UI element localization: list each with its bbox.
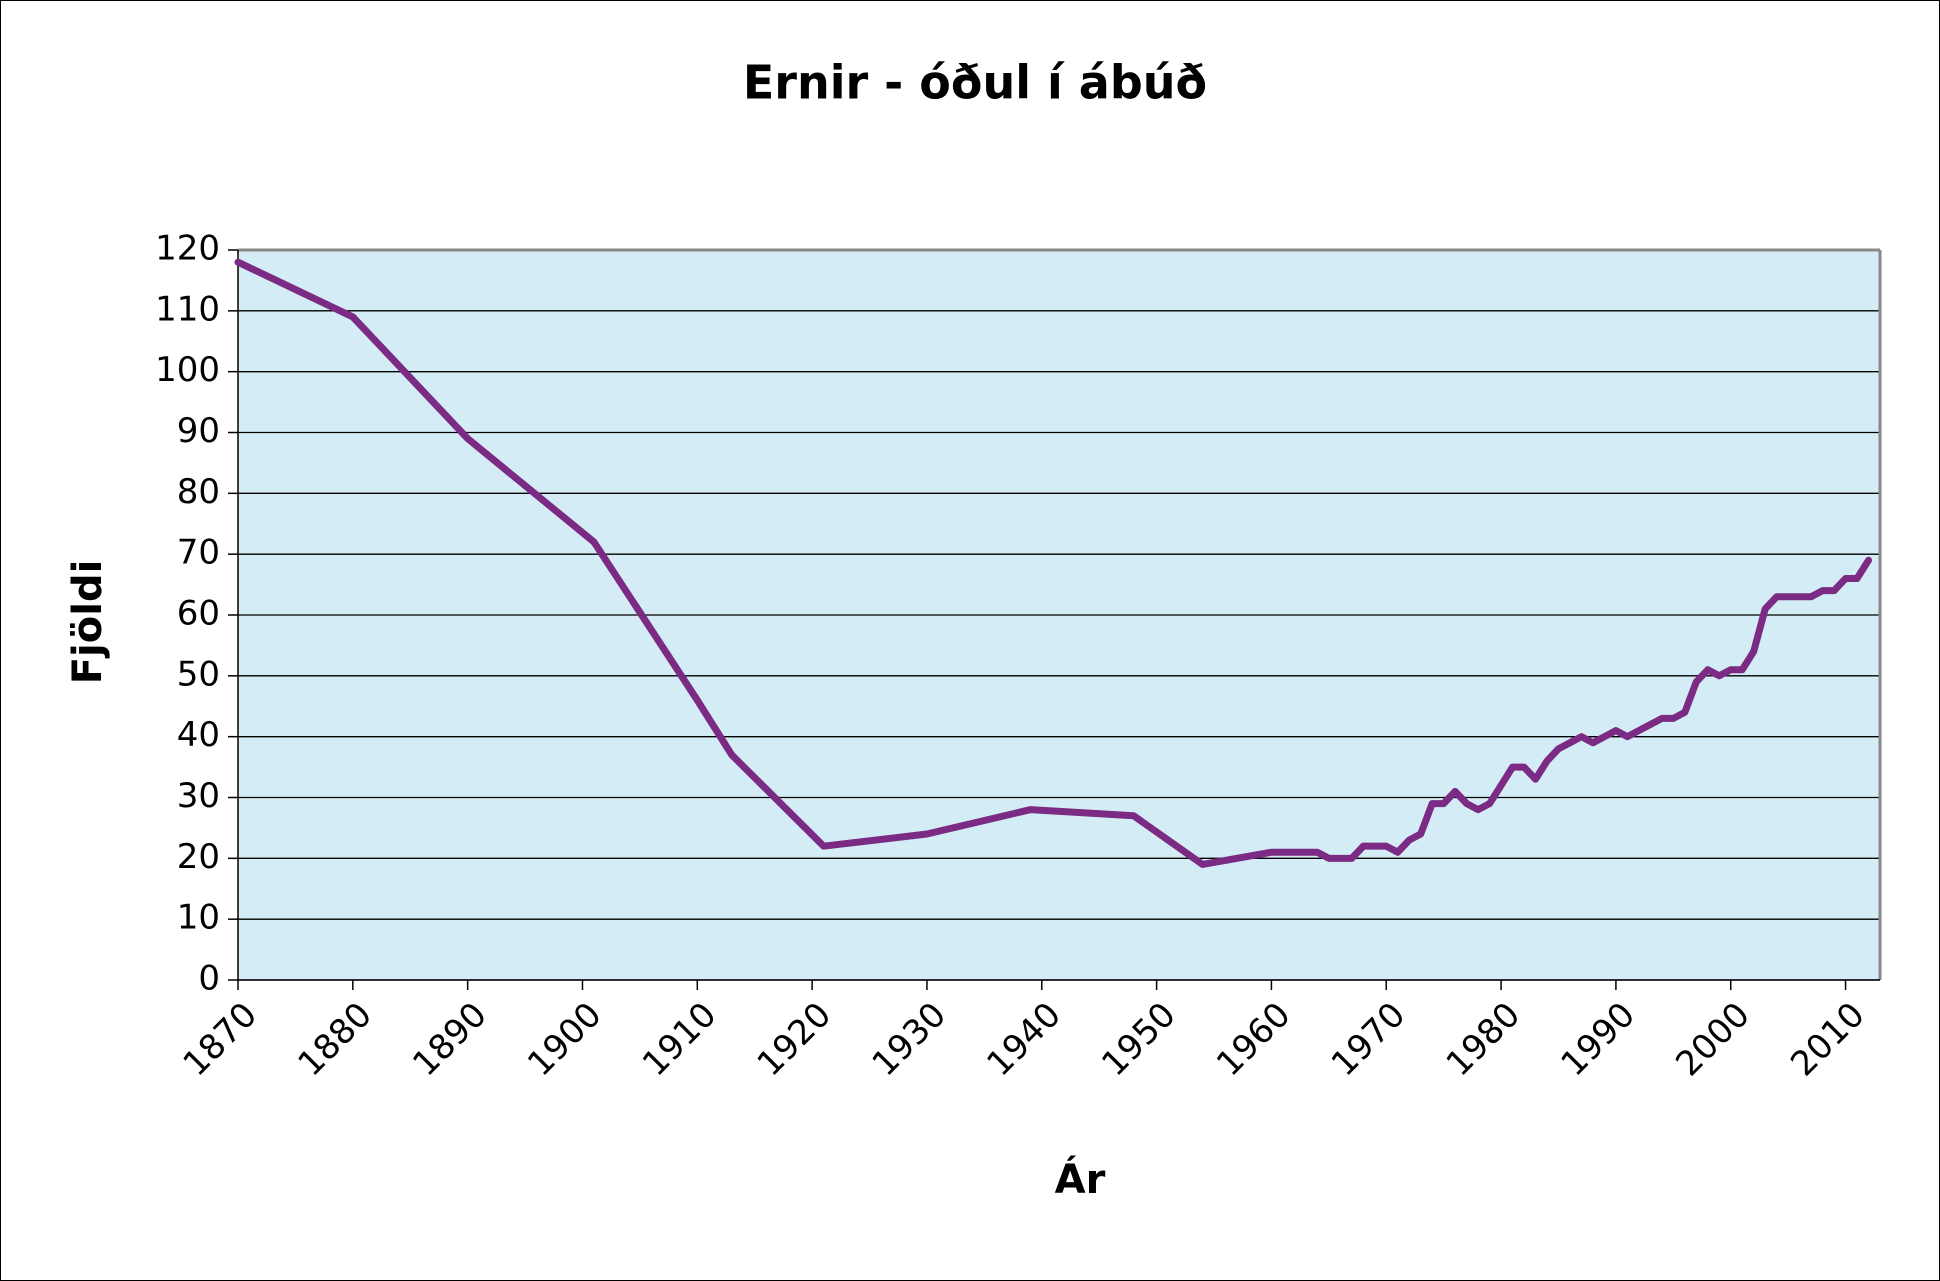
chart-title: Ernir - óðul í ábúð: [743, 56, 1207, 110]
y-tick-label: 30: [177, 776, 220, 816]
y-tick-label: 80: [177, 472, 220, 512]
y-tick-label: 50: [177, 654, 220, 694]
y-tick-label: 40: [177, 715, 220, 755]
y-tick-label: 60: [177, 594, 220, 634]
data-line: [234, 258, 1873, 868]
y-axis-title: Fjöldi: [65, 560, 111, 685]
y-tick-label: 0: [198, 959, 220, 999]
y-tick-label: 20: [177, 837, 220, 877]
y-tick-label: 70: [177, 533, 220, 573]
y-tick-label: 110: [155, 289, 220, 329]
y-tick-label: 10: [177, 898, 220, 938]
x-axis-title: Ár: [1055, 1155, 1106, 1203]
y-tick-label: 90: [177, 411, 220, 451]
y-tick-label: 120: [155, 229, 220, 269]
y-tick-label: 100: [155, 350, 220, 390]
